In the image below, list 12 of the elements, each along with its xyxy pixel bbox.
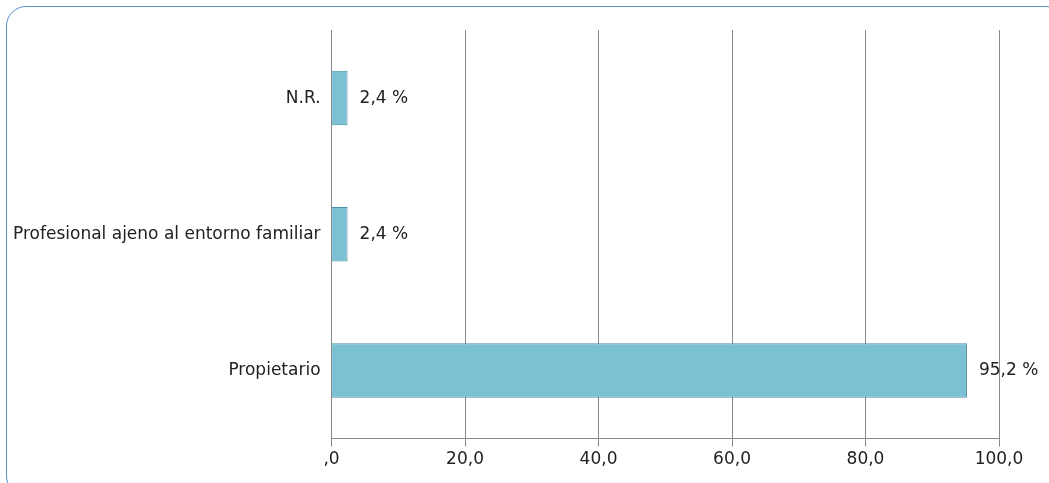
x-tick-label: 100,0 xyxy=(974,448,1024,469)
y-tick-label: Profesional ajeno al entorno familiar xyxy=(13,222,321,243)
data-label: 2,4 % xyxy=(359,222,409,243)
y-tick-label: N.R. xyxy=(285,86,321,107)
x-tick-label: 80,0 xyxy=(846,448,885,469)
x-tick-label: ,0 xyxy=(323,448,340,469)
data-label: 95,2 % xyxy=(978,358,1039,379)
x-tick-label: 40,0 xyxy=(579,448,618,469)
x-tick-label: 60,0 xyxy=(713,448,751,469)
data-label: 2,4 % xyxy=(359,86,409,107)
x-tick-label: 20,0 xyxy=(446,448,484,469)
y-tick-label: Propietario xyxy=(228,358,321,379)
